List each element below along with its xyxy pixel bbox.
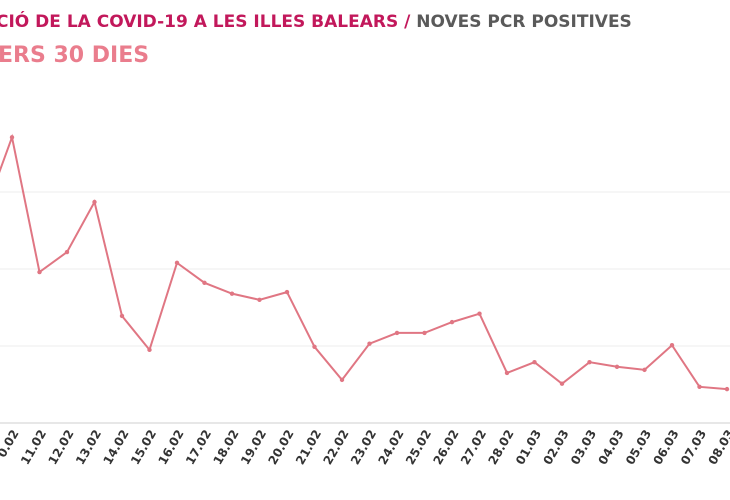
data-point — [422, 330, 427, 336]
data-point — [504, 370, 510, 376]
x-tick-label: 28.02 — [486, 427, 517, 467]
data-point — [367, 341, 372, 346]
x-tick-label: 26.02 — [431, 427, 462, 467]
chart-title: CIÓ DE LA COVID-19 A LES ILLES BALEARS /… — [0, 10, 632, 32]
data-point — [64, 249, 70, 255]
data-line — [0, 133, 728, 391]
data-point — [37, 269, 42, 275]
data-point — [339, 377, 345, 383]
x-tick-label: 02.03 — [541, 427, 572, 467]
data-point — [92, 199, 97, 205]
x-tick-label: 06.03 — [651, 427, 682, 467]
data-point — [532, 359, 537, 365]
data-point — [9, 135, 15, 140]
x-tick-label: 18.02 — [211, 427, 242, 467]
x-tick-label: 19.02 — [238, 427, 269, 467]
x-tick-label: 11.02 — [18, 427, 49, 467]
data-point — [202, 280, 207, 286]
data-point — [394, 330, 400, 336]
data-point — [257, 297, 262, 302]
x-tick-label: 13.02 — [73, 427, 104, 467]
x-tick-label: 20.02 — [266, 427, 297, 467]
x-tick-label: 16.02 — [156, 427, 187, 467]
data-point — [724, 386, 730, 392]
x-tick-label: 0.02 — [0, 427, 22, 460]
x-tick-label: 04.03 — [596, 427, 627, 467]
x-tick-label: 22.02 — [321, 427, 352, 467]
x-tick-label: 21.02 — [293, 427, 324, 467]
x-tick-label: 07.03 — [678, 427, 709, 467]
x-tick-label: 03.03 — [568, 427, 599, 467]
data-point — [284, 289, 290, 295]
x-tick-label: 23.02 — [348, 427, 379, 467]
x-tick-label: 14.02 — [101, 427, 132, 467]
x-tick-label: 15.02 — [128, 427, 159, 467]
data-point — [669, 343, 675, 348]
title-suffix: NOVES PCR POSITIVES — [416, 12, 632, 32]
data-point — [174, 260, 180, 266]
data-point — [119, 313, 125, 319]
data-point — [449, 319, 455, 325]
title-main: CIÓ DE LA COVID-19 A LES ILLES BALEARS / — [0, 10, 411, 32]
data-point — [587, 359, 592, 365]
data-point — [614, 364, 620, 369]
chart-subtitle: ERS 30 DIES — [0, 43, 149, 68]
x-tick-label: 17.02 — [183, 427, 214, 467]
data-point — [697, 384, 702, 390]
x-tick-label: 05.03 — [623, 427, 654, 467]
x-tick-label: 25.02 — [403, 427, 434, 467]
x-tick-label: 24.02 — [376, 427, 407, 467]
data-point — [147, 347, 152, 353]
x-tick-label: 27.02 — [458, 427, 489, 467]
x-tick-label: 01.03 — [513, 427, 544, 467]
data-point — [559, 381, 565, 386]
x-tick-label: 12.02 — [46, 427, 77, 467]
data-point — [477, 311, 482, 316]
x-tick-label: 08.03 — [706, 427, 730, 467]
data-point — [312, 344, 317, 349]
data-point — [642, 367, 647, 373]
data-point — [229, 291, 235, 296]
